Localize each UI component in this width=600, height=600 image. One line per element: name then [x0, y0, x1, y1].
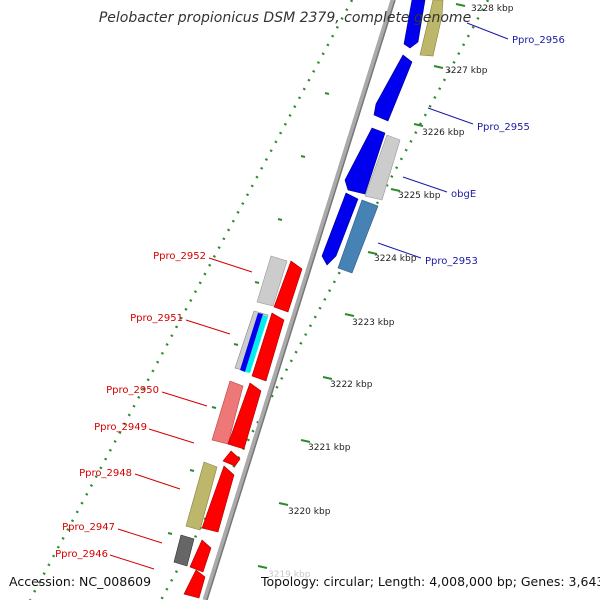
gene-label[interactable]: Ppro_2946 [55, 549, 108, 560]
genome-backbone-shade [206, 0, 396, 600]
label-connector [109, 554, 155, 570]
tick-label: 3227 kbp [445, 66, 488, 76]
tick-mark [433, 65, 444, 69]
tick-label: 3222 kbp [330, 380, 373, 390]
outer-dotted-ring [159, 0, 490, 600]
gene-label[interactable]: Ppro_2950 [106, 385, 159, 396]
gene-ppro-2948-olive[interactable] [185, 461, 218, 531]
scale-ticks: 3228 kbp 3227 kbp 3226 kbp 3225 kbp 3224… [257, 3, 514, 580]
tick-label: 3219 kbp [268, 570, 311, 580]
tick-mark [367, 251, 378, 255]
gene-ppro-2946b-red[interactable] [183, 569, 206, 599]
gene-ppro-2952-lightgray[interactable] [256, 255, 288, 307]
gene-label[interactable]: Ppro_2947 [62, 522, 115, 533]
label-connector [185, 319, 231, 335]
tick-mark [413, 123, 424, 127]
reverse-strand-genes [173, 255, 303, 599]
tick-mark [344, 313, 355, 317]
label-connector [208, 257, 253, 273]
gene-ppro-2952-red[interactable] [273, 260, 303, 313]
tick-mark [300, 439, 311, 443]
tick-mark [455, 3, 466, 7]
gene-label[interactable]: Ppro_2948 [79, 468, 132, 479]
tick-label: 3225 kbp [398, 191, 441, 201]
gene-label[interactable]: Ppro_2956 [512, 35, 565, 46]
tick-mark [322, 376, 333, 380]
gene-ppro-2947-darkgray[interactable] [173, 534, 195, 567]
tick-mark [257, 565, 268, 569]
inner-ring-dashes [167, 92, 330, 535]
gene-ppro-2951-blue[interactable] [240, 313, 263, 372]
tick-label: 3224 kbp [374, 254, 417, 264]
inner-dotted-ring [28, 0, 354, 600]
accession-label: Accession: NC_008609 [9, 574, 151, 589]
gene-label[interactable]: Ppro_2951 [130, 313, 183, 324]
gene-arrow-blue[interactable] [403, 0, 426, 49]
tick-label: 3221 kbp [308, 443, 351, 453]
topology-label: Topology: circular; Length: 4,008,000 bp… [260, 574, 600, 589]
tick-label: 3226 kbp [422, 128, 465, 138]
gene-label[interactable]: obgE [451, 189, 476, 200]
gene-ppro-2946-red[interactable] [189, 539, 212, 573]
gene-ppro-2949-red[interactable] [222, 450, 241, 467]
gene-ppro-2953-blue[interactable] [321, 192, 359, 266]
gene-label[interactable]: Ppro_2955 [477, 122, 530, 133]
label-connector [402, 176, 448, 193]
tick-mark [278, 502, 289, 506]
label-connector [427, 107, 474, 125]
gene-ppro-2955-blue[interactable] [373, 54, 413, 122]
forward-strand-labels: Ppro_2956 Ppro_2955 obgE Ppro_2953 [377, 22, 565, 267]
label-connector [377, 242, 422, 259]
label-connector [466, 22, 509, 40]
map-title: Pelobacter propionicus DSM 2379, complet… [99, 10, 471, 26]
gene-ppro-2954-lightgray[interactable] [364, 134, 401, 201]
gene-obge-blue[interactable] [344, 127, 386, 195]
gene-label[interactable]: Ppro_2949 [94, 422, 147, 433]
genome-backbone [202, 0, 396, 600]
reverse-strand-labels: Ppro_2952 Ppro_2951 Ppro_2950 Ppro_2949 … [55, 251, 253, 570]
gene-ppro-2950-red[interactable] [227, 382, 262, 450]
gene-ppro-2953-steelblue[interactable] [337, 199, 379, 274]
forward-strand-genes [321, 0, 444, 274]
gene-ppro-2956-olive[interactable] [419, 0, 444, 57]
gene-ppro-2951-cyan[interactable] [245, 315, 268, 373]
gene-ppro-2948-red[interactable] [201, 465, 235, 533]
tick-label: 3223 kbp [352, 318, 395, 328]
label-connector [148, 428, 195, 444]
gene-label[interactable]: Ppro_2952 [153, 251, 206, 262]
tick-mark [390, 188, 401, 192]
tick-label: 3228 kbp [471, 4, 514, 14]
label-connector [117, 528, 163, 544]
label-connector [161, 391, 208, 407]
label-connector [134, 473, 181, 490]
gene-label[interactable]: Ppro_2953 [425, 256, 478, 267]
tick-label: 3220 kbp [288, 507, 331, 517]
gene-ppro-2951-red[interactable] [251, 312, 285, 382]
